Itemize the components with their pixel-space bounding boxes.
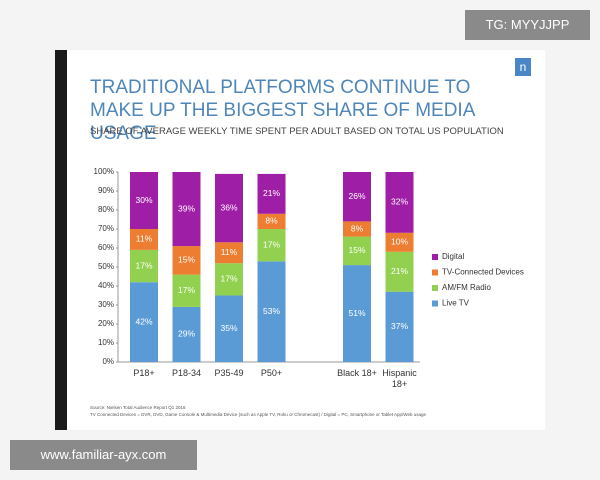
x-tick-label: Black 18+: [337, 368, 377, 378]
bar-segment: [257, 229, 286, 262]
data-label: 15%: [178, 255, 195, 265]
x-tick-label: P50+: [260, 368, 283, 378]
y-tick-label: 90%: [98, 186, 114, 195]
legend-label: AM/FM Radio: [442, 283, 491, 292]
y-tick-label: 0%: [102, 357, 114, 366]
chart-subtitle: SHARE OF AVERAGE WEEKLY TIME SPENT PER A…: [90, 126, 504, 137]
bar-segment: [130, 229, 158, 250]
data-label: 26%: [348, 191, 365, 201]
y-tick-label: 60%: [98, 243, 114, 252]
legend-swatch: [432, 300, 438, 307]
data-label: 15%: [348, 245, 365, 255]
data-label: 53%: [263, 306, 280, 316]
bar-segment: [343, 265, 371, 362]
data-label: 11%: [136, 234, 153, 244]
logo: n: [515, 58, 531, 76]
x-tick-label: P35-49: [214, 368, 244, 378]
data-label: 30%: [135, 195, 152, 205]
y-tick-label: 80%: [98, 205, 114, 214]
bar-segment: [172, 274, 201, 307]
bar-segment: [343, 172, 371, 222]
data-label: 36%: [220, 202, 237, 212]
data-label: 10%: [391, 237, 408, 247]
note: TV Connected Devices = DVR, DVD, Game Co…: [90, 412, 426, 417]
bar-segment: [172, 246, 201, 275]
bar-segment: [130, 172, 158, 229]
bar-segment: [130, 282, 158, 362]
bar-segment: [257, 213, 286, 229]
data-label: 39%: [178, 203, 195, 213]
y-tick-label: 30%: [98, 300, 114, 309]
bar-segment: [215, 242, 243, 264]
data-label: 21%: [263, 188, 280, 198]
bar-segment: [130, 249, 158, 283]
data-label: 42%: [135, 316, 152, 326]
y-tick-label: 40%: [98, 281, 114, 290]
note: Source: Nielsen Total Audience Report Q1…: [90, 405, 186, 410]
watermark: TG: MYYJJPP: [465, 10, 590, 40]
watermark: www.familiar-ayx.com: [10, 440, 197, 470]
data-label: 11%: [221, 247, 238, 257]
bar-segment: [385, 251, 414, 292]
y-tick-label: 100%: [94, 167, 114, 176]
side-stripe: [55, 50, 67, 430]
data-label: 8%: [351, 223, 364, 233]
legend-swatch: [432, 269, 438, 276]
data-label: 17%: [178, 285, 195, 295]
y-tick-label: 70%: [98, 224, 114, 233]
legend-swatch: [432, 285, 438, 291]
bar-segment: [385, 172, 414, 233]
legend-label: TV-Connected Devices: [442, 268, 524, 277]
bar-segment: [215, 263, 243, 296]
chart-title: TRADITIONAL PLATFORMS CONTINUE TO MAKE U…: [90, 77, 475, 144]
data-label: 37%: [391, 321, 408, 331]
bar-segment: [385, 232, 414, 252]
x-tick-label: P18-34: [171, 368, 202, 378]
y-tick-label: 50%: [98, 262, 114, 271]
data-label: 17%: [220, 274, 237, 284]
data-label: 51%: [348, 308, 365, 318]
bar-segment: [257, 173, 286, 214]
data-label: 35%: [220, 323, 237, 333]
data-label: 21%: [391, 266, 408, 276]
y-tick-label: 20%: [98, 319, 114, 328]
data-label: 32%: [391, 197, 408, 207]
data-label: 8%: [265, 216, 278, 226]
bar-segment: [385, 291, 414, 362]
data-label: 17%: [263, 239, 280, 249]
bar-segment: [343, 221, 371, 237]
legend-label: Digital: [442, 252, 464, 261]
y-tick-label: 10%: [98, 338, 114, 347]
bar-segment: [172, 172, 201, 247]
x-tick-label: Hispanic 18+: [382, 368, 417, 389]
bar-segment: [215, 173, 243, 243]
bar-segment: [343, 236, 371, 266]
legend-label: Live TV: [442, 299, 470, 308]
bar-segment: [172, 306, 201, 362]
x-tick-label: P18+: [133, 368, 155, 378]
bar-segment: [257, 261, 286, 362]
data-label: 17%: [135, 260, 152, 270]
bar-segment: [215, 295, 243, 362]
legend-swatch: [432, 254, 438, 260]
data-label: 29%: [178, 329, 195, 339]
